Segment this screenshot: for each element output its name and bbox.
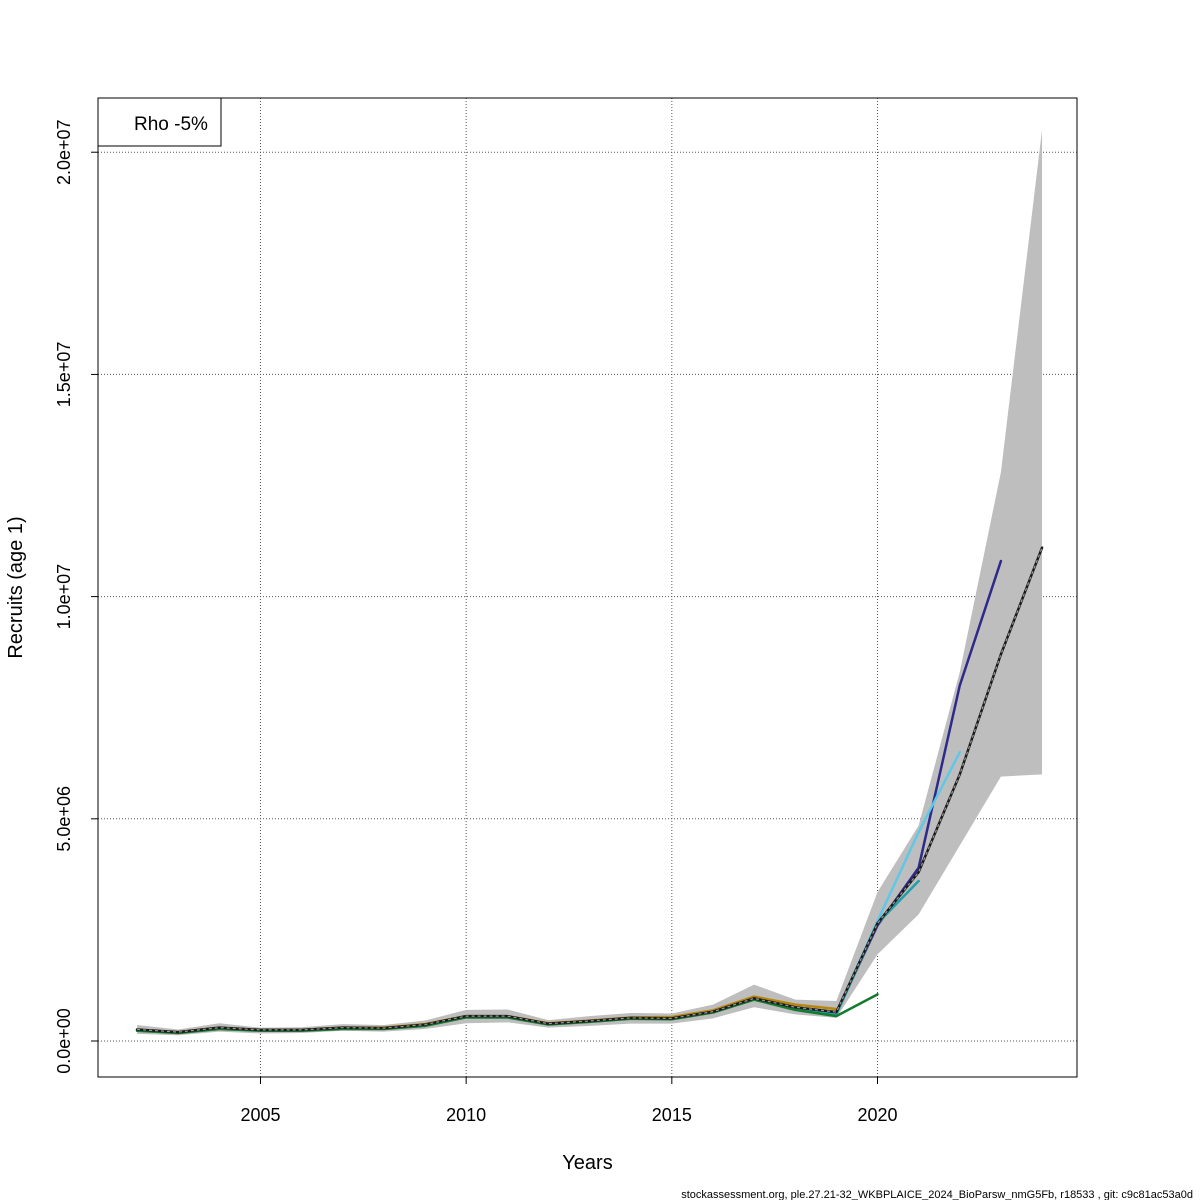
confidence-band-layer — [137, 129, 1043, 1036]
y-tick-label-3: 1.5e+07 — [54, 342, 74, 408]
y-axis: 0.0e+00 5.0e+06 1.0e+07 1.5e+07 2.0e+07 — [54, 119, 98, 1074]
x-tick-label-0: 2005 — [240, 1105, 280, 1125]
series-line-0-dash — [137, 547, 1043, 1033]
y-axis-title: Recruits (age 1) — [5, 516, 27, 658]
x-tick-label-3: 2020 — [857, 1105, 897, 1125]
y-tick-label-0: 0.0e+00 — [54, 1008, 74, 1074]
x-tick-label-1: 2010 — [446, 1105, 486, 1125]
x-tick-label-2: 2015 — [652, 1105, 692, 1125]
y-tick-label-1: 5.0e+06 — [54, 786, 74, 852]
footer-note: stockassessment.org, ple.27.21-32_WKBPLA… — [681, 1189, 1193, 1200]
y-tick-label-2: 1.0e+07 — [54, 564, 74, 630]
y-tick-label-4: 2.0e+07 — [54, 119, 74, 185]
confidence-band — [137, 129, 1043, 1036]
series-layer — [135, 546, 1044, 1035]
legend-box — [97, 97, 222, 147]
x-axis: 2005 2010 2015 2020 — [240, 1077, 898, 1125]
x-axis-title: Years — [562, 1152, 612, 1174]
grid-lines — [98, 98, 1077, 1077]
legend: Rho -5% — [97, 97, 222, 147]
legend-label: Rho -5% — [134, 114, 208, 135]
plot-frame — [97, 97, 1078, 1078]
series-line-0 — [135, 546, 1044, 1034]
